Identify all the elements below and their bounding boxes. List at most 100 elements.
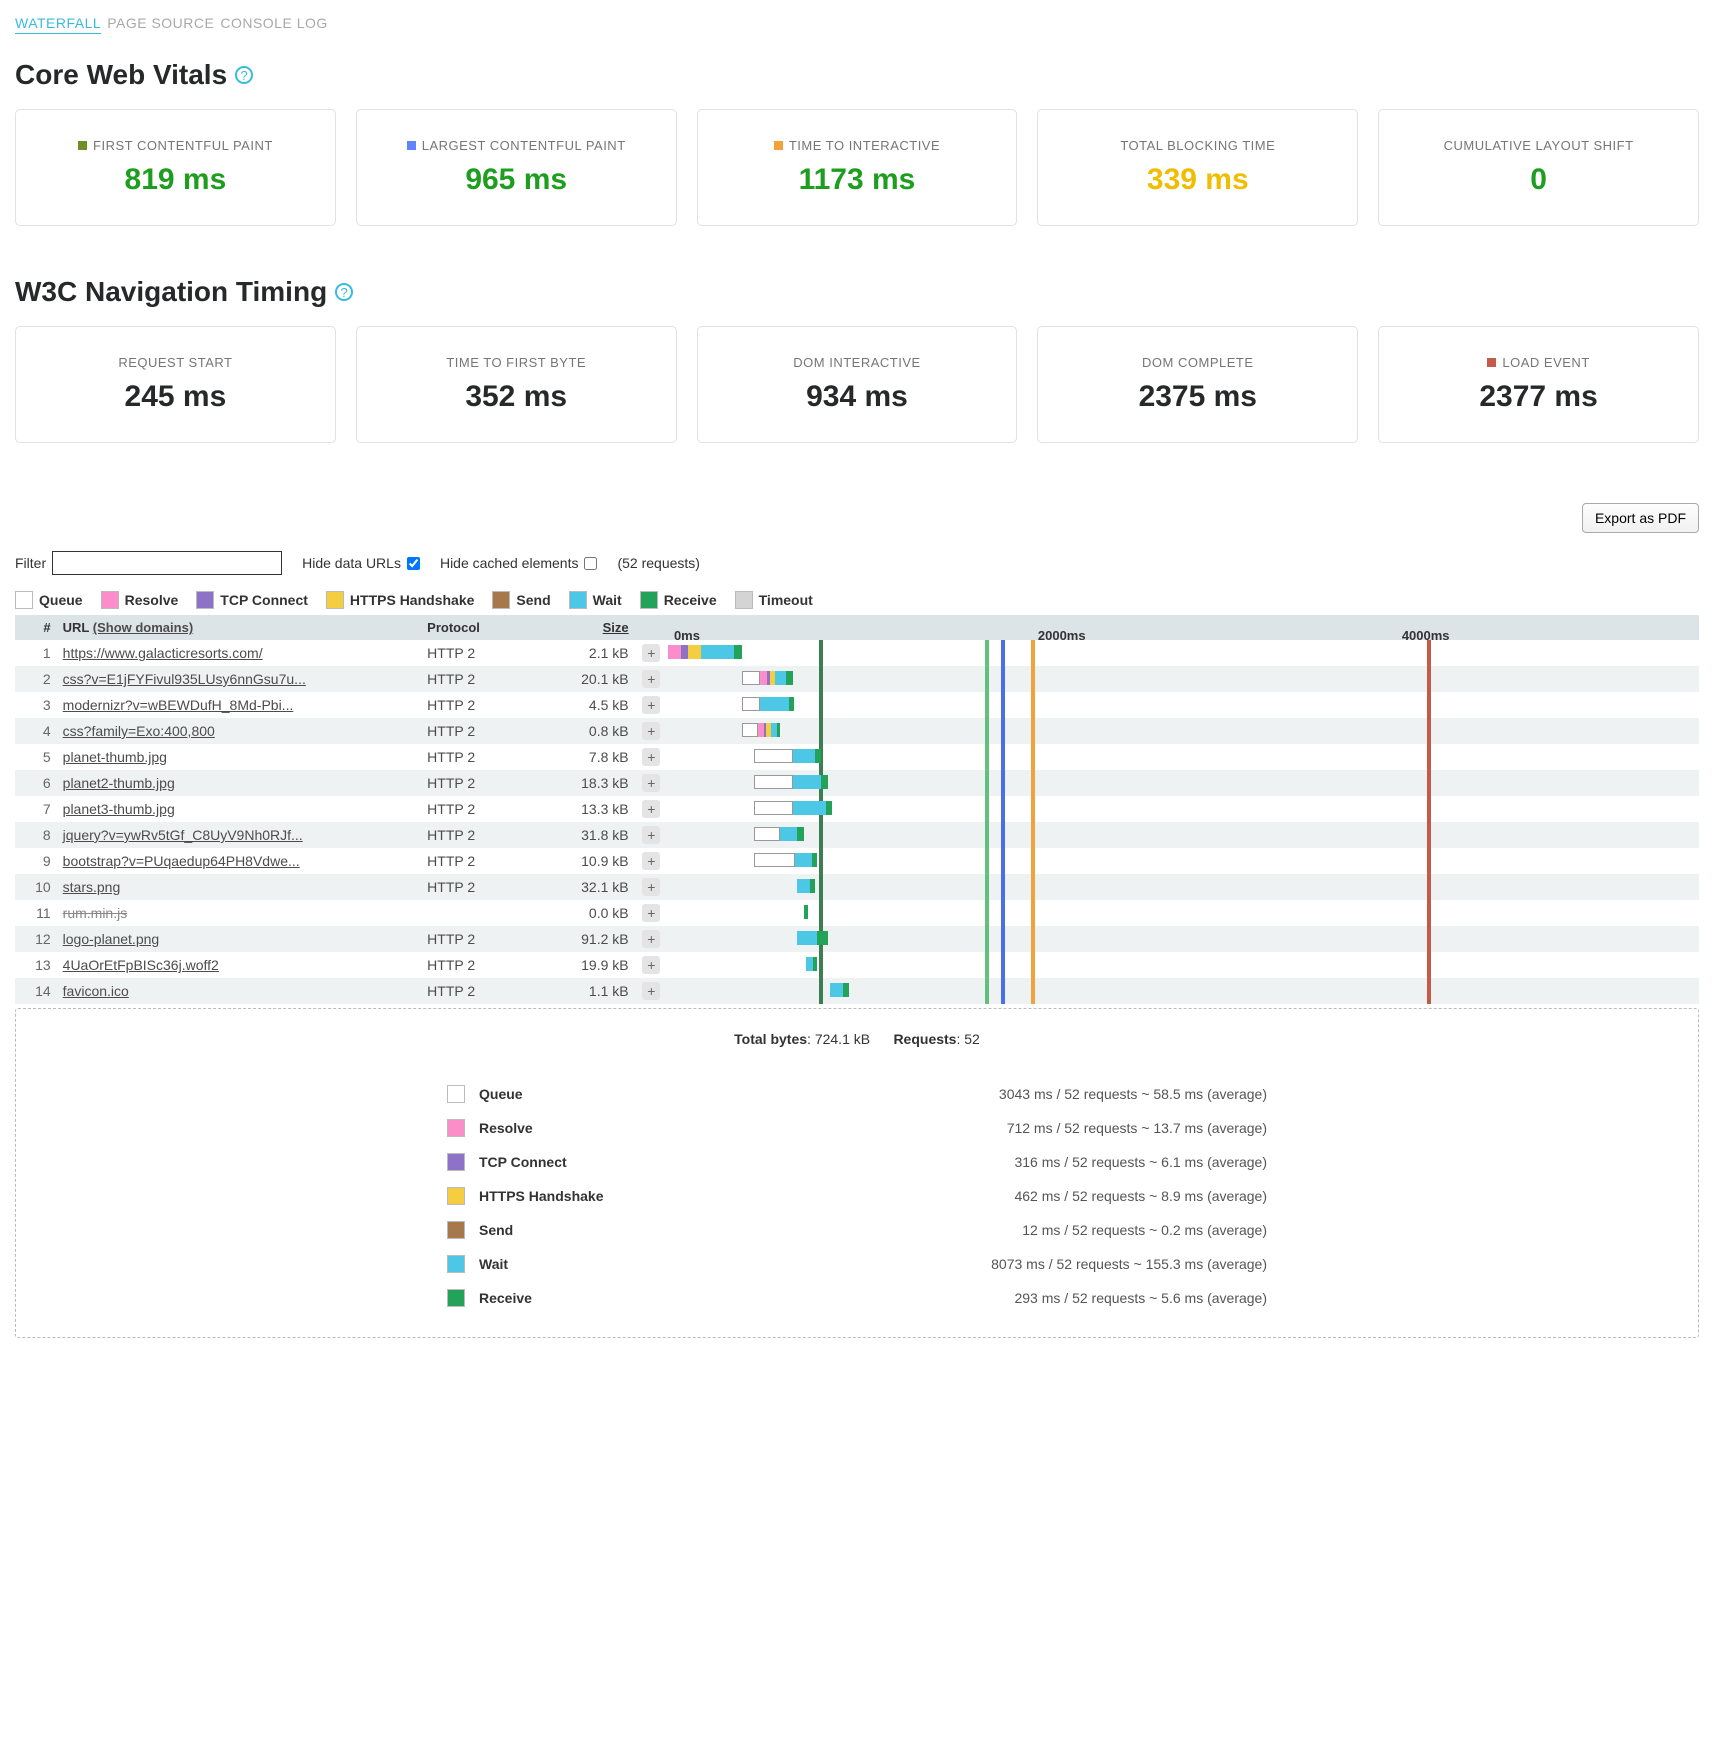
vertical-marker	[819, 692, 823, 718]
help-icon[interactable]: ?	[335, 283, 353, 301]
url-link[interactable]: bootstrap?v=PUqaedup64PH8Vdwe...	[63, 853, 300, 869]
url-link[interactable]: css?v=E1jFYFivul935LUsy6nnGsu7u...	[63, 671, 306, 687]
bar-receive	[734, 645, 741, 659]
expand-button[interactable]: +	[642, 722, 660, 740]
row-num: 11	[15, 900, 57, 926]
vertical-marker	[1001, 900, 1005, 926]
url-link[interactable]: favicon.ico	[63, 983, 129, 999]
metric-label: DOM INTERACTIVE	[710, 355, 1005, 370]
metric-value: 965 ms	[369, 163, 664, 197]
vertical-marker	[819, 718, 823, 744]
table-header-row: # URL (Show domains) Protocol Size 0ms20…	[15, 615, 1699, 640]
url-link[interactable]: https://www.galacticresorts.com/	[63, 645, 263, 661]
cwv-metrics-row: FIRST CONTENTFUL PAINT819 msLARGEST CONT…	[15, 109, 1699, 226]
url-link[interactable]: modernizr?v=wBEWDufH_8Md-Pbi...	[63, 697, 294, 713]
row-url: css?v=E1jFYFivul935LUsy6nnGsu7u...	[57, 666, 422, 692]
row-num: 8	[15, 822, 57, 848]
url-link[interactable]: css?family=Exo:400,800	[63, 723, 215, 739]
url-link[interactable]: planet2-thumb.jpg	[63, 775, 175, 791]
row-protocol: HTTP 2	[421, 770, 536, 796]
expand-button[interactable]: +	[642, 956, 660, 974]
cwv-title-text: Core Web Vitals	[15, 59, 227, 91]
expand-button[interactable]: +	[642, 852, 660, 870]
tab-waterfall[interactable]: WATERFALL	[15, 15, 101, 34]
filter-label: Filter	[15, 551, 282, 575]
col-size[interactable]: Size	[536, 615, 635, 640]
summary-swatch-icon	[447, 1085, 465, 1103]
row-protocol: HTTP 2	[421, 848, 536, 874]
vertical-marker	[819, 900, 823, 926]
expand-button[interactable]: +	[642, 826, 660, 844]
metric-label: LARGEST CONTENTFUL PAINT	[369, 138, 664, 153]
hide-cached-text: Hide cached elements	[440, 555, 579, 571]
expand-button[interactable]: +	[642, 800, 660, 818]
vertical-marker	[1031, 822, 1035, 848]
expand-button[interactable]: +	[642, 696, 660, 714]
metric-card: TIME TO FIRST BYTE352 ms	[356, 326, 677, 443]
summary-box: Total bytes: 724.1 kB Requests: 52 Queue…	[15, 1008, 1699, 1338]
vertical-marker	[1427, 796, 1431, 822]
row-timeline	[668, 796, 1699, 822]
row-size: 0.0 kB	[536, 900, 635, 926]
export-pdf-button[interactable]: Export as PDF	[1582, 503, 1699, 533]
expand-button[interactable]: +	[642, 644, 660, 662]
expand-button[interactable]: +	[642, 904, 660, 922]
metric-label: TIME TO INTERACTIVE	[710, 138, 1005, 153]
url-link[interactable]: jquery?v=ywRv5tGf_C8UyV9Nh0RJf...	[63, 827, 303, 843]
bar-wait	[806, 957, 813, 971]
row-size: 0.8 kB	[536, 718, 635, 744]
expand-button[interactable]: +	[642, 930, 660, 948]
tab-console-log[interactable]: CONSOLE LOG	[220, 15, 327, 31]
expand-button[interactable]: +	[642, 670, 660, 688]
expand-button[interactable]: +	[642, 878, 660, 896]
url-link[interactable]: 4UaOrEtFpBISc36j.woff2	[63, 957, 219, 973]
summary-item-queue: Queue3043 ms / 52 requests ~ 58.5 ms (av…	[447, 1077, 1267, 1111]
row-size: 1.1 kB	[536, 978, 635, 1004]
url-link[interactable]: logo-planet.png	[63, 931, 160, 947]
row-protocol: HTTP 2	[421, 692, 536, 718]
bar-wait	[793, 775, 821, 789]
show-domains-link[interactable]: (Show domains)	[93, 620, 193, 635]
url-link[interactable]: planet3-thumb.jpg	[63, 801, 175, 817]
row-protocol	[421, 900, 536, 926]
col-protocol[interactable]: Protocol	[421, 615, 536, 640]
row-timeline	[668, 926, 1699, 952]
bar-tcp	[681, 645, 688, 659]
row-timeline	[668, 718, 1699, 744]
metric-card: TOTAL BLOCKING TIME339 ms	[1037, 109, 1358, 226]
col-num[interactable]: #	[15, 615, 57, 640]
hide-data-urls-checkbox[interactable]	[407, 557, 420, 570]
url-link[interactable]: stars.png	[63, 879, 121, 895]
summary-value: 712 ms / 52 requests ~ 13.7 ms (average)	[699, 1120, 1267, 1136]
metric-value: 1173 ms	[710, 163, 1005, 197]
tab-page-source[interactable]: PAGE SOURCE	[107, 15, 214, 31]
hide-cached-checkbox[interactable]	[584, 557, 597, 570]
hide-cached-label[interactable]: Hide cached elements	[440, 555, 598, 571]
col-url[interactable]: URL (Show domains)	[57, 615, 422, 640]
expand-button[interactable]: +	[642, 982, 660, 1000]
row-size: 19.9 kB	[536, 952, 635, 978]
metric-marker-icon	[78, 141, 87, 150]
table-row: 4css?family=Exo:400,800HTTP 20.8 kB+	[15, 718, 1699, 744]
vertical-marker	[985, 796, 989, 822]
summary-item-receive: Receive293 ms / 52 requests ~ 5.6 ms (av…	[447, 1281, 1267, 1315]
summary-swatch-icon	[447, 1119, 465, 1137]
bar-wait	[797, 931, 817, 945]
vertical-marker	[1001, 822, 1005, 848]
summary-label: Queue	[479, 1086, 699, 1102]
hide-data-urls-label[interactable]: Hide data URLs	[302, 555, 420, 571]
metric-label: LOAD EVENT	[1391, 355, 1686, 370]
expand-button[interactable]: +	[642, 748, 660, 766]
table-row: 6planet2-thumb.jpgHTTP 218.3 kB+	[15, 770, 1699, 796]
queue-bar	[742, 697, 760, 711]
metric-marker-icon	[407, 141, 416, 150]
bar-wait	[775, 671, 786, 685]
w3c-metrics-row: REQUEST START245 msTIME TO FIRST BYTE352…	[15, 326, 1699, 443]
summary-swatch-icon	[447, 1187, 465, 1205]
filter-input[interactable]	[52, 551, 282, 575]
help-icon[interactable]: ?	[235, 66, 253, 84]
legend-row: QueueResolveTCP ConnectHTTPS HandshakeSe…	[15, 585, 1699, 615]
expand-button[interactable]: +	[642, 774, 660, 792]
url-link[interactable]: planet-thumb.jpg	[63, 749, 167, 765]
vertical-marker	[1031, 718, 1035, 744]
